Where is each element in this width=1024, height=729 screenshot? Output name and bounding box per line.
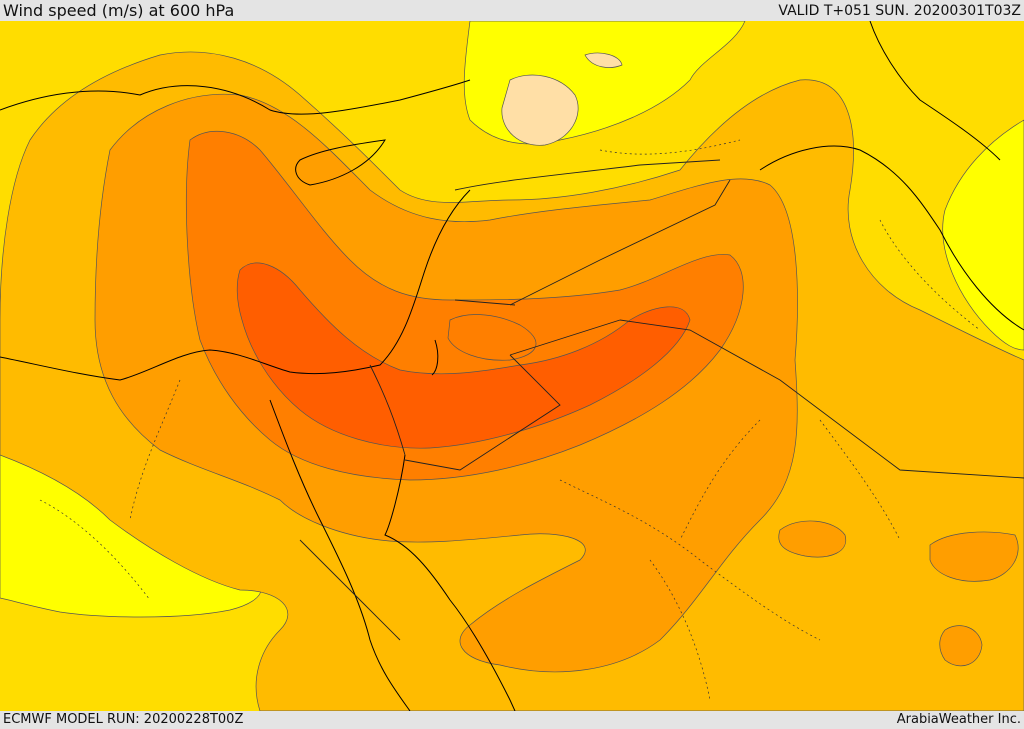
coast-dead-sea <box>431 339 439 376</box>
border-egypt-israel <box>369 364 406 456</box>
band-20-patch-2 <box>929 531 1019 582</box>
band-20-patch-3 <box>939 625 983 667</box>
border-turkey-syria <box>454 159 721 191</box>
model-run: ECMWF MODEL RUN: 20200228T00Z <box>3 712 244 727</box>
border-iraq-saudi <box>619 319 1024 479</box>
coast-red-sea-east <box>384 454 516 711</box>
border-syria-iraq <box>509 179 731 306</box>
dotted-admin-lines <box>39 139 981 701</box>
border-syria-jordan <box>454 299 516 306</box>
political-borders <box>299 159 1024 641</box>
coastlines <box>0 21 1024 711</box>
valid-time: VALID T+051 SUN. 20200301T03Z <box>778 3 1021 19</box>
map-title: Wind speed (m/s) at 600 hPa <box>3 1 235 20</box>
coast-anatolia <box>0 79 471 115</box>
band-30 <box>236 262 691 449</box>
calm-patch-small <box>584 52 623 68</box>
coast-caspian <box>869 21 1001 161</box>
coast-mediterranean-south <box>0 189 471 381</box>
weak-zone-east <box>942 119 1024 351</box>
band-20-patch-1 <box>778 520 847 558</box>
border-egypt-sudan <box>299 539 401 641</box>
credit: ArabiaWeather Inc. <box>896 712 1021 727</box>
band-25-inner <box>447 314 537 361</box>
border-jordan-iraq <box>509 319 621 356</box>
calm-patch <box>501 74 579 146</box>
coast-gulf <box>759 145 1024 331</box>
coast-cyprus <box>295 139 386 186</box>
map-header: Wind speed (m/s) at 600 hPa VALID T+051 … <box>0 0 1024 21</box>
border-jordan-saudi <box>404 354 561 471</box>
wind-speed-map <box>0 21 1024 711</box>
coast-red-sea-west <box>269 399 411 711</box>
map-footer: ECMWF MODEL RUN: 20200228T00Z ArabiaWeat… <box>0 711 1024 729</box>
